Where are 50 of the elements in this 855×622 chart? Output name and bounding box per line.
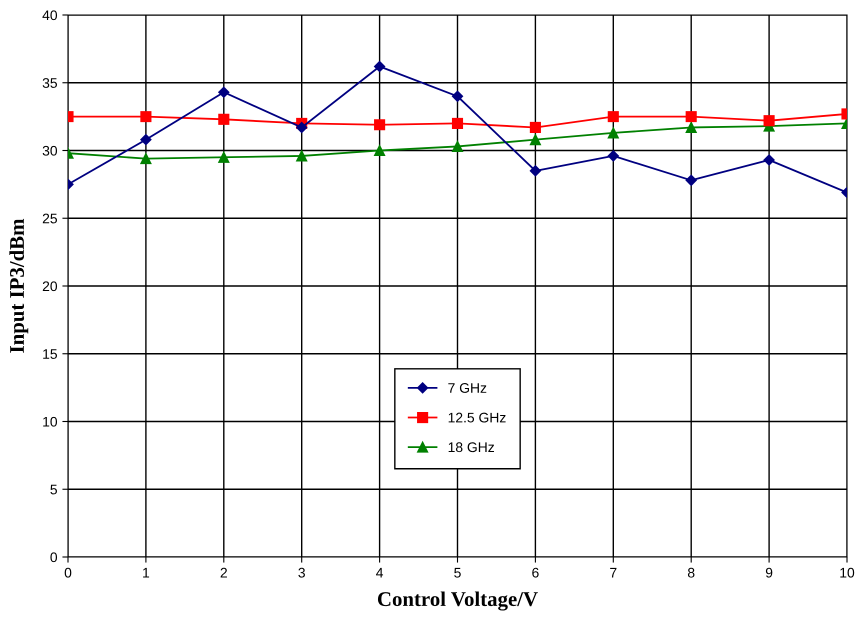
x-tick-label: 7: [610, 568, 616, 578]
point: [374, 144, 386, 156]
point: [218, 152, 230, 163]
y-tick-label: 15: [43, 349, 58, 359]
point: [608, 111, 619, 122]
point: [140, 111, 152, 122]
point: [763, 154, 775, 166]
point: [530, 122, 541, 134]
point: [296, 150, 308, 162]
point: [452, 118, 464, 129]
x-tick-label: 10: [840, 568, 854, 578]
x-tick-label: 5: [454, 568, 461, 578]
point: [686, 111, 697, 122]
x-axis-title: Control Voltage/V: [378, 591, 538, 611]
point: [530, 134, 541, 146]
x-tick-label: 2: [220, 568, 227, 578]
y-tick-label: 5: [50, 484, 57, 494]
y-tick-label: 40: [42, 10, 58, 20]
point: [140, 134, 152, 146]
y-tick-label: 25: [42, 214, 58, 224]
point: [452, 140, 464, 152]
point: [686, 122, 697, 134]
point: [218, 114, 230, 125]
x-tick-label: 8: [688, 568, 694, 578]
x-tick-label: 0: [64, 568, 72, 578]
y-tick-label: 30: [42, 146, 58, 156]
point: [686, 174, 697, 186]
x-tick-label: 9: [766, 568, 772, 578]
x-tick-label: 4: [376, 568, 384, 578]
y-axis-title: Input IP3/dBm: [9, 218, 28, 353]
point: [608, 127, 619, 138]
x-tick-label: 6: [532, 568, 539, 578]
legend-label: 7 GHz: [448, 383, 486, 393]
x-tick-label: 3: [298, 568, 305, 578]
point: [140, 153, 152, 164]
y-tick-label: 0: [50, 552, 58, 562]
point: [374, 60, 386, 72]
y-tick-label: 35: [42, 78, 58, 88]
point: [218, 86, 230, 98]
point: [608, 150, 619, 162]
x-tick-label: 1: [143, 568, 150, 578]
legend-label: 18 GHz: [448, 442, 494, 452]
point: [374, 119, 386, 130]
legend-label: 12.5 GHz: [448, 412, 506, 423]
y-tick-label: 10: [43, 416, 58, 427]
point: [764, 115, 775, 126]
point: [296, 122, 308, 134]
point: [530, 165, 542, 176]
y-tick-label: 20: [42, 281, 58, 292]
point: [452, 90, 464, 102]
